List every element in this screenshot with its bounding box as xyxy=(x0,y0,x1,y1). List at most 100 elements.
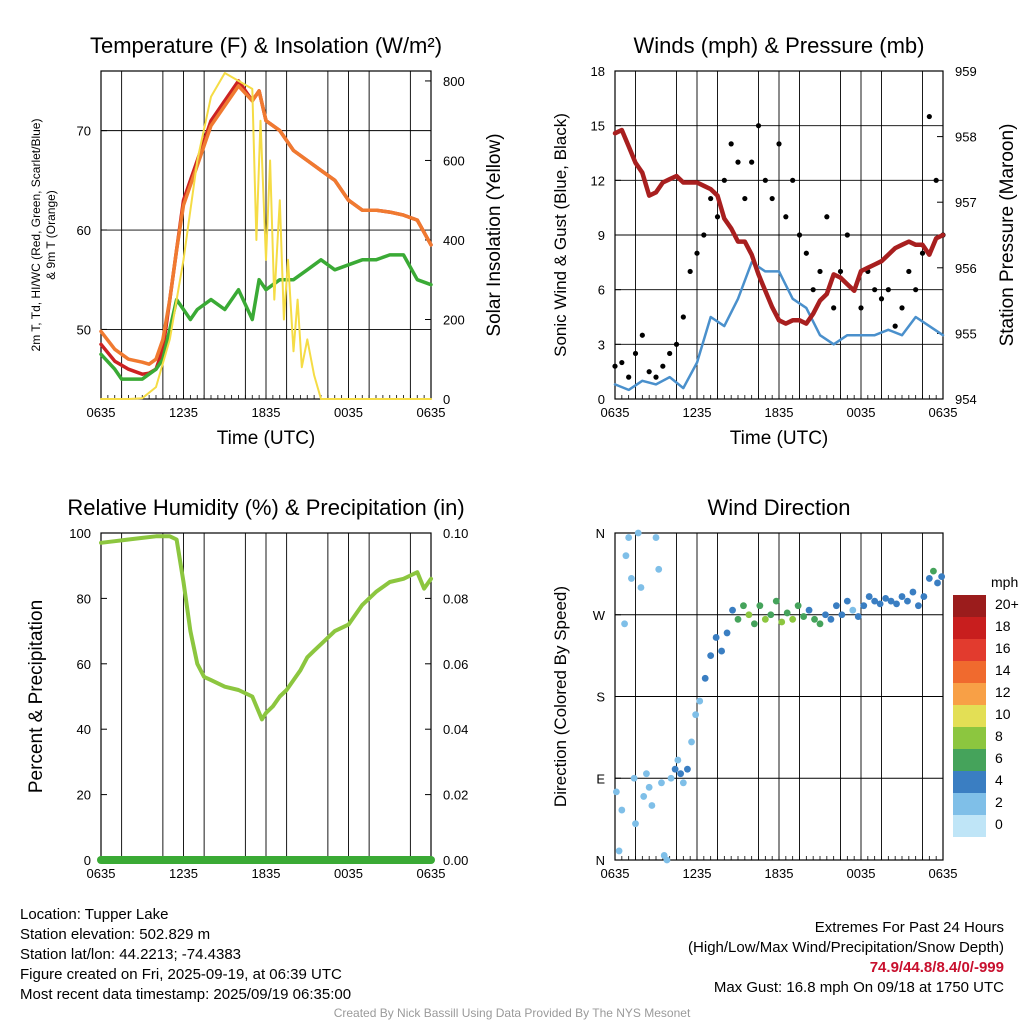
gust-point xyxy=(933,177,939,183)
colorbar-swatch xyxy=(953,705,986,727)
direction-point xyxy=(712,634,720,641)
figure-created: Figure created on Fri, 2025-09-19, at 06… xyxy=(20,966,342,983)
gust-point xyxy=(844,232,850,238)
y-tick-label: 12 xyxy=(591,173,605,188)
series-line-station-pressure xyxy=(612,127,946,326)
y2-tick-label: 0.10 xyxy=(443,526,468,541)
y2-tick-label: 0.04 xyxy=(443,722,468,737)
x-tick-label: 0635 xyxy=(417,866,446,881)
colorbar-label: 14 xyxy=(995,662,1011,678)
gust-point xyxy=(667,350,673,357)
direction-point xyxy=(729,606,736,614)
direction-point xyxy=(904,597,911,605)
direction-point xyxy=(871,597,879,605)
chart-title: Relative Humidity (%) & Precipitation (i… xyxy=(67,495,464,520)
y2-axis-label: Solar Insolation (Yellow) xyxy=(484,133,505,336)
y2-tick-label: 958 xyxy=(955,130,977,145)
direction-point xyxy=(938,573,946,580)
direction-point xyxy=(925,575,933,582)
x-tick-label: 1835 xyxy=(765,405,794,420)
gust-point xyxy=(728,141,734,147)
chart-title: Winds (mph) & Pressure (mb) xyxy=(634,33,925,58)
extremes-box: Extremes For Past 24 Hours (High/Low/Max… xyxy=(688,918,1004,998)
station-elevation: Station elevation: 502.829 m xyxy=(20,926,211,943)
x-tick-label: 0635 xyxy=(87,405,116,420)
colorbar-swatch xyxy=(953,595,986,617)
y2-tick-label: 800 xyxy=(443,74,465,89)
y-tick-label: 6 xyxy=(598,283,605,298)
y-tick-label: 100 xyxy=(69,526,91,541)
gust-point xyxy=(803,250,809,256)
y2-tick-label: 955 xyxy=(955,326,977,341)
direction-point xyxy=(707,652,715,660)
direction-point xyxy=(887,597,895,605)
colorbar-label: 10 xyxy=(995,706,1011,722)
colorbar-swatch xyxy=(953,793,986,815)
x-tick-label: 0035 xyxy=(847,866,876,881)
colorbar-swatch xyxy=(953,771,986,793)
direction-point xyxy=(679,779,687,787)
y2-axis-label: Station Pressure (Maroon) xyxy=(997,124,1018,347)
gust-point xyxy=(755,123,762,129)
credit-line: Created By Nick Bassill Using Data Provi… xyxy=(333,1006,691,1020)
extremes-title: Extremes For Past 24 Hours xyxy=(814,919,1004,936)
direction-point xyxy=(767,611,775,619)
y-axis-label: Percent & Precipitation xyxy=(26,600,47,793)
y-tick-label: 70 xyxy=(77,124,91,139)
gust-point xyxy=(680,314,686,320)
y2-tick-label: 0.02 xyxy=(443,788,468,803)
direction-point xyxy=(622,552,630,560)
colorbar-label: 18 xyxy=(995,618,1011,634)
plot-frame xyxy=(100,70,432,400)
direction-point xyxy=(652,534,660,541)
gust-point xyxy=(885,287,891,293)
direction-point xyxy=(628,575,635,582)
x-tick-label: 0635 xyxy=(87,866,116,881)
y-axis-label-line2: & 9m T (Orange) xyxy=(44,190,58,280)
colorbar-label: 6 xyxy=(995,750,1003,766)
gust-point xyxy=(913,287,919,293)
direction-point xyxy=(865,593,873,600)
y2-tick-label: 956 xyxy=(955,261,977,276)
y-tick-label: 0 xyxy=(84,853,91,868)
direction-point xyxy=(849,606,857,614)
y-tick-label: W xyxy=(593,608,606,623)
direction-point xyxy=(898,593,906,600)
direction-point xyxy=(734,615,742,623)
x-tick-label: 0635 xyxy=(929,405,958,420)
recent-data-timestamp: Most recent data timestamp: 2025/09/19 0… xyxy=(20,986,352,1003)
y-tick-label: 80 xyxy=(77,591,91,606)
direction-point xyxy=(612,788,620,796)
direction-point xyxy=(882,595,889,602)
y2-tick-label: 957 xyxy=(955,195,977,210)
y-tick-label: 9 xyxy=(598,228,605,243)
y-tick-label: N xyxy=(596,526,605,541)
direction-point xyxy=(800,613,807,620)
colorbar-title: mph xyxy=(991,574,1018,590)
colorbar-swatch xyxy=(953,727,986,749)
gust-point xyxy=(646,369,652,375)
series-line-relative-humidity xyxy=(99,534,433,722)
x-axis-label: Time (UTC) xyxy=(730,428,829,449)
y-tick-label: 40 xyxy=(77,722,91,737)
extremes-subtitle: (High/Low/Max Wind/Precipitation/Snow De… xyxy=(688,939,1004,956)
direction-point xyxy=(745,611,753,619)
direction-point xyxy=(625,534,633,541)
y-tick-label: 20 xyxy=(77,788,91,803)
y-tick-label: 60 xyxy=(77,223,91,238)
direction-point xyxy=(740,602,747,610)
gust-point xyxy=(619,359,625,366)
chart-title: Temperature (F) & Insolation (W/m²) xyxy=(90,33,442,58)
gust-point xyxy=(906,268,912,275)
direction-point xyxy=(630,774,638,782)
gust-point xyxy=(626,374,632,380)
gust-point xyxy=(749,159,755,165)
direction-point xyxy=(772,597,780,605)
gust-point xyxy=(632,350,639,357)
direction-point xyxy=(843,597,851,605)
direction-point xyxy=(805,606,813,614)
direction-point xyxy=(692,711,700,719)
direction-point xyxy=(718,647,725,655)
gust-point xyxy=(714,214,721,220)
y2-tick-label: 0.06 xyxy=(443,657,468,672)
